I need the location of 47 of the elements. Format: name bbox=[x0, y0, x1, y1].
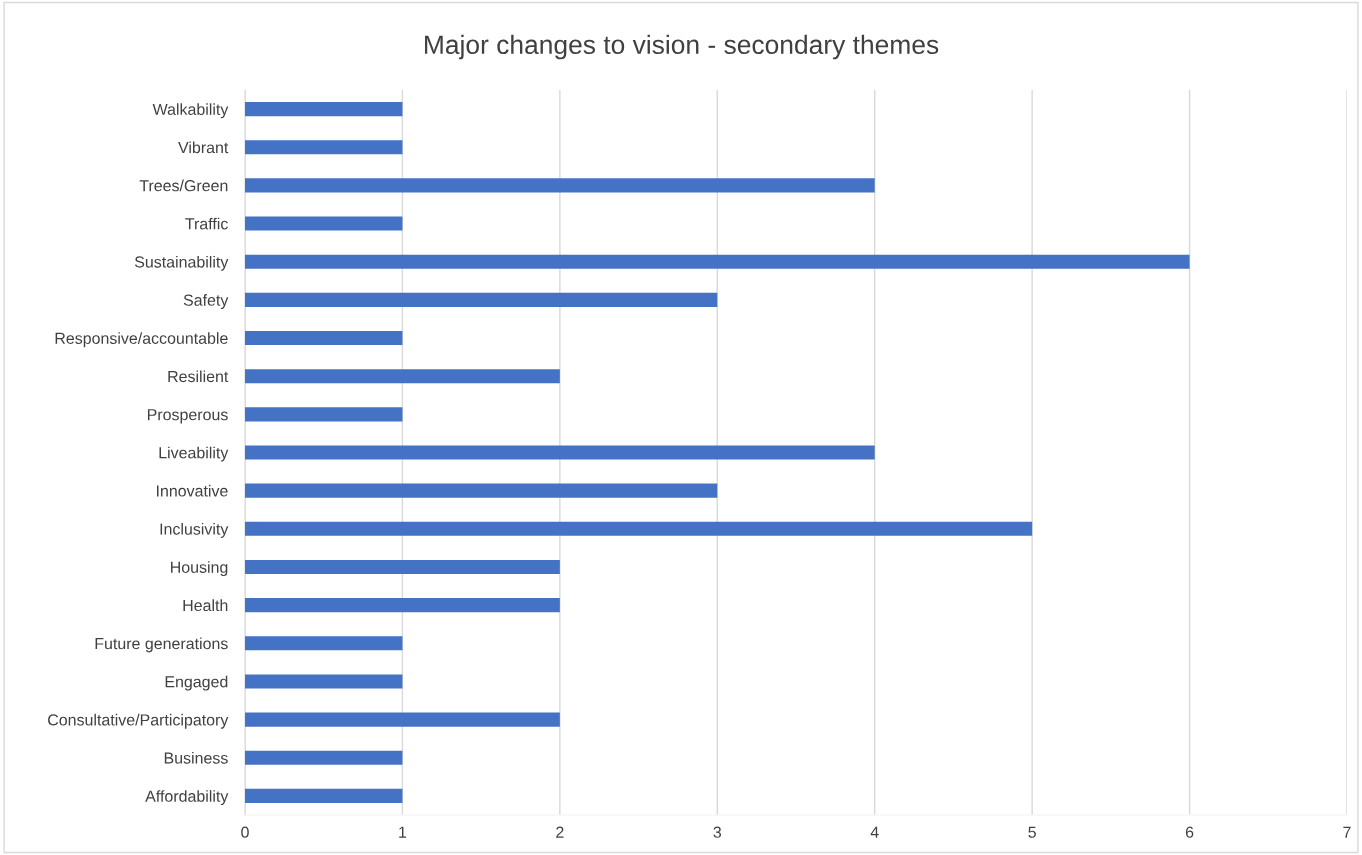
bar bbox=[245, 598, 560, 613]
bar bbox=[245, 407, 403, 422]
chart-title: Major changes to vision - secondary themes bbox=[425, 34, 939, 60]
bar bbox=[245, 445, 875, 460]
bar bbox=[245, 636, 403, 651]
y-tick-label: Resilient bbox=[168, 370, 229, 383]
bar bbox=[245, 254, 1190, 269]
x-tick-label: 2 bbox=[556, 826, 564, 838]
bar bbox=[245, 750, 403, 765]
y-tick-label: Walkability bbox=[152, 103, 229, 119]
y-tick-label: Business bbox=[164, 751, 228, 764]
bar bbox=[245, 788, 403, 803]
y-tick-label: Traffic bbox=[185, 217, 228, 230]
bar bbox=[245, 140, 403, 155]
x-tick-label: 7 bbox=[1343, 826, 1351, 838]
y-tick-label: Inclusivity bbox=[160, 523, 229, 538]
x-tick-label: 5 bbox=[1028, 826, 1036, 838]
x-tick-label: 4 bbox=[870, 826, 879, 838]
y-tick-label: Prosperous bbox=[147, 409, 228, 424]
bar bbox=[245, 330, 403, 346]
y-tick-label: Engaged bbox=[165, 675, 228, 691]
bar bbox=[245, 216, 403, 231]
bar bbox=[245, 369, 560, 384]
y-tick-label: Future generations bbox=[95, 637, 228, 653]
x-tick-label: 6 bbox=[1185, 826, 1194, 838]
bar bbox=[245, 483, 718, 498]
x-tick-label: 0 bbox=[241, 826, 249, 838]
y-tick-label: Sustainability bbox=[134, 255, 229, 271]
y-tick-label: Health bbox=[183, 599, 228, 612]
bar bbox=[245, 178, 875, 193]
y-tick-label: Liveability bbox=[159, 446, 229, 462]
y-tick-label: Housing bbox=[171, 561, 228, 577]
bar bbox=[245, 674, 403, 689]
bar bbox=[245, 102, 403, 117]
y-tick-label: Innovative bbox=[157, 484, 228, 497]
y-tick-label: Safety bbox=[183, 294, 229, 309]
bar bbox=[245, 521, 1033, 536]
bar bbox=[245, 292, 718, 307]
bar bbox=[245, 712, 560, 727]
y-tick-label: Vibrant bbox=[178, 141, 229, 154]
y-tick-label: Consultative/Participatory bbox=[48, 713, 229, 729]
y-tick-label: Affordability bbox=[145, 790, 229, 806]
y-tick-label: Responsive/accountable bbox=[55, 332, 228, 348]
y-tick-label: Trees/Green bbox=[139, 179, 228, 192]
x-tick-label: 1 bbox=[399, 826, 407, 838]
x-tick-label: 3 bbox=[713, 826, 722, 838]
bar bbox=[245, 559, 560, 575]
